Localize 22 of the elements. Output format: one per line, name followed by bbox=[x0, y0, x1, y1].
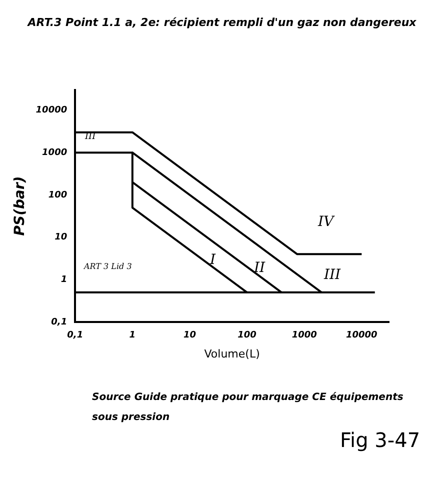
x-tick-label: 10000 bbox=[346, 330, 378, 341]
annotation: IV bbox=[318, 214, 334, 230]
annotation: II bbox=[254, 260, 266, 276]
annotation: I bbox=[210, 252, 216, 268]
y-tick-label: 1000 bbox=[42, 148, 68, 158]
y-tick-label: 1 bbox=[60, 274, 68, 285]
x-axis-title: Volume(L) bbox=[204, 347, 260, 360]
y-tick-label: 10000 bbox=[36, 106, 68, 116]
x-tick-label: 0,1 bbox=[67, 330, 84, 341]
x-tick-label: 100 bbox=[238, 330, 256, 341]
y-axis-title: PS(bar) bbox=[12, 176, 28, 236]
annotation: ART 3 Lid 3 bbox=[84, 262, 132, 271]
x-tick-label: 1 bbox=[129, 330, 136, 341]
y-tick-label: 0,1 bbox=[51, 317, 68, 328]
annotation: III bbox=[324, 267, 341, 283]
y-tick-label: 10 bbox=[54, 232, 68, 243]
source-note: Source Guide pratique pour marquage CE équipements sous pression bbox=[92, 391, 404, 425]
y-tick-label: 100 bbox=[48, 190, 68, 200]
x-tick-label: 10 bbox=[183, 330, 196, 341]
caption: Fig 3-47 bbox=[340, 428, 420, 452]
x-tick-label: 1000 bbox=[292, 330, 317, 341]
chart-title: ART.3 Point 1.1 a, 2e: récipient rempli d'un gaz non dangereux bbox=[26, 16, 418, 29]
